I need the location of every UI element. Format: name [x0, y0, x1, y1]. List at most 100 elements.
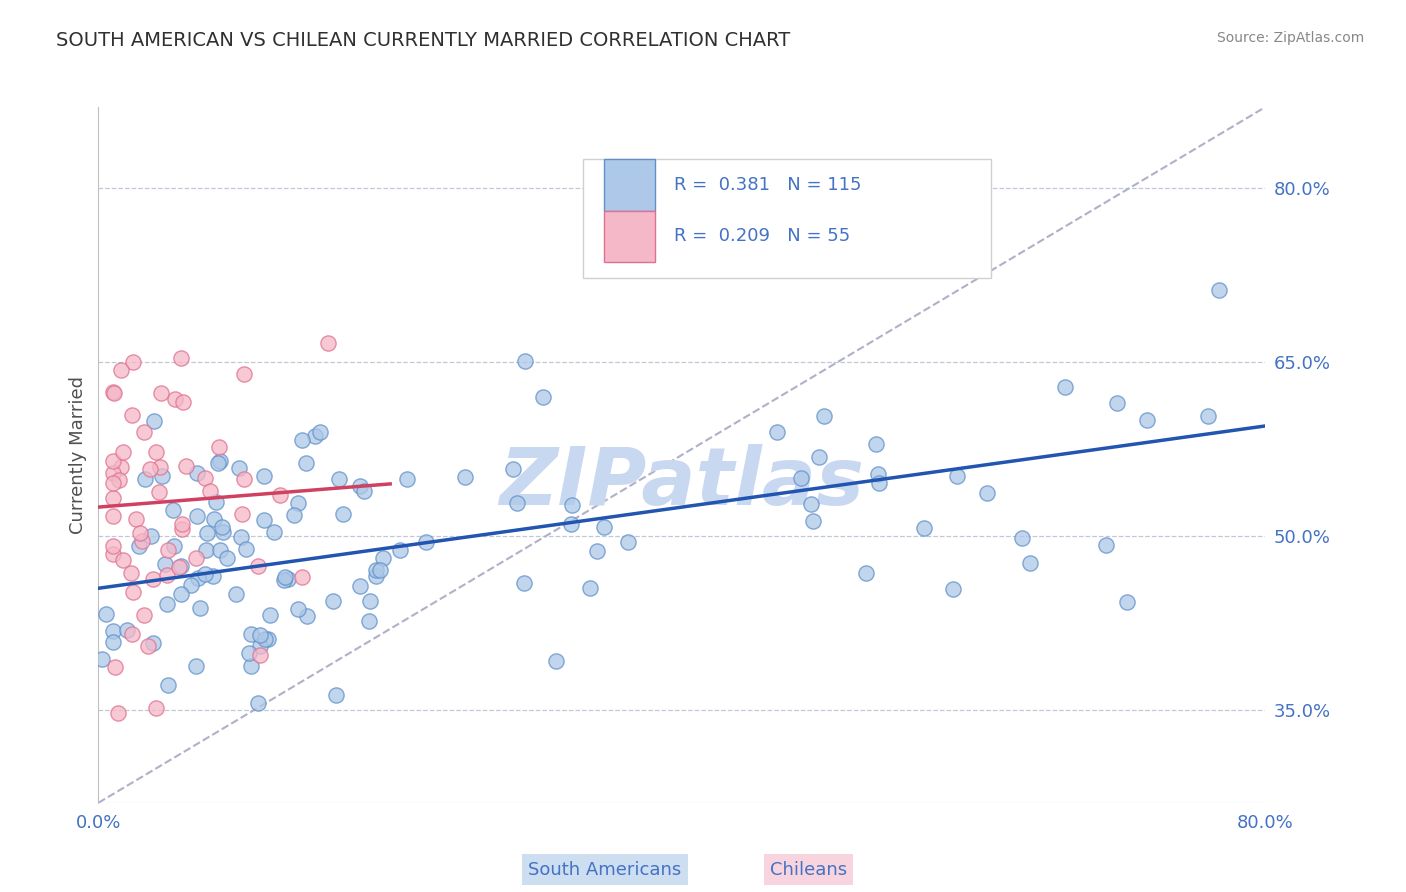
Point: [1115, 595, 1137, 609]
Point: [211, 520, 233, 534]
Point: [110, 459, 132, 474]
Point: [531, 390, 554, 404]
Point: [803, 514, 825, 528]
Point: [283, 508, 305, 522]
Point: [170, 522, 193, 536]
Point: [359, 594, 381, 608]
Point: [287, 601, 309, 615]
Point: [101, 508, 124, 523]
Point: [247, 558, 270, 573]
Point: [546, 654, 568, 668]
Point: [808, 450, 831, 464]
Point: [91, 652, 114, 666]
Point: [865, 437, 887, 451]
FancyBboxPatch shape: [603, 160, 655, 211]
Text: R =  0.209   N = 55: R = 0.209 N = 55: [673, 227, 851, 245]
Point: [101, 466, 124, 480]
Point: [502, 462, 524, 476]
Point: [184, 658, 207, 673]
Point: [132, 608, 155, 623]
Point: [415, 534, 437, 549]
Point: [107, 706, 129, 721]
Point: [121, 354, 143, 368]
Text: Chileans: Chileans: [770, 861, 846, 879]
Point: [103, 624, 125, 638]
Point: [259, 607, 281, 622]
Point: [364, 564, 387, 578]
Point: [269, 488, 291, 502]
Point: [217, 551, 239, 566]
Point: [1054, 380, 1077, 394]
Point: [1136, 413, 1159, 427]
Point: [287, 496, 309, 510]
Point: [112, 553, 135, 567]
Point: [353, 483, 375, 498]
Point: [309, 425, 332, 439]
Point: [257, 632, 280, 646]
Point: [187, 571, 209, 585]
Point: [868, 475, 890, 490]
Point: [855, 566, 877, 580]
Point: [976, 485, 998, 500]
Point: [866, 467, 889, 482]
Point: [156, 543, 179, 558]
Point: [209, 542, 232, 557]
Point: [1011, 532, 1033, 546]
Point: [249, 628, 271, 642]
Point: [157, 678, 180, 692]
Point: [101, 385, 124, 400]
Point: [122, 585, 145, 599]
Point: [396, 471, 419, 485]
Point: [207, 456, 229, 470]
Point: [263, 524, 285, 539]
Point: [506, 496, 529, 510]
Point: [513, 354, 536, 368]
Point: [790, 471, 813, 485]
Point: [201, 568, 224, 582]
Point: [1197, 409, 1219, 424]
Point: [108, 474, 131, 488]
Y-axis label: Currently Married: Currently Married: [69, 376, 87, 534]
Point: [120, 566, 142, 580]
Point: [513, 576, 536, 591]
Point: [145, 445, 167, 459]
Point: [253, 513, 276, 527]
Text: ZIPatlas: ZIPatlas: [499, 443, 865, 522]
Point: [170, 559, 193, 574]
Point: [101, 539, 124, 553]
Point: [1208, 283, 1230, 297]
Point: [389, 543, 412, 558]
Point: [136, 639, 159, 653]
Point: [202, 512, 225, 526]
Point: [128, 539, 150, 553]
Point: [813, 409, 835, 423]
Point: [211, 524, 233, 539]
Point: [163, 392, 186, 406]
Point: [209, 453, 232, 467]
Point: [239, 658, 262, 673]
Point: [249, 648, 271, 662]
Point: [205, 495, 228, 509]
Point: [156, 567, 179, 582]
Point: [946, 468, 969, 483]
Point: [290, 569, 312, 583]
Point: [197, 526, 219, 541]
Point: [153, 558, 176, 572]
Point: [148, 484, 170, 499]
Point: [359, 614, 381, 628]
Point: [560, 517, 582, 532]
Point: [294, 456, 316, 470]
Point: [240, 627, 263, 641]
Point: [186, 509, 208, 524]
Point: [162, 503, 184, 517]
Point: [184, 550, 207, 565]
Point: [148, 460, 170, 475]
Point: [233, 367, 256, 381]
Point: [142, 572, 165, 586]
Point: [142, 413, 165, 427]
Point: [142, 636, 165, 650]
Point: [101, 475, 124, 490]
Text: South Americans: South Americans: [529, 861, 681, 879]
Point: [110, 363, 132, 377]
Point: [208, 440, 231, 454]
